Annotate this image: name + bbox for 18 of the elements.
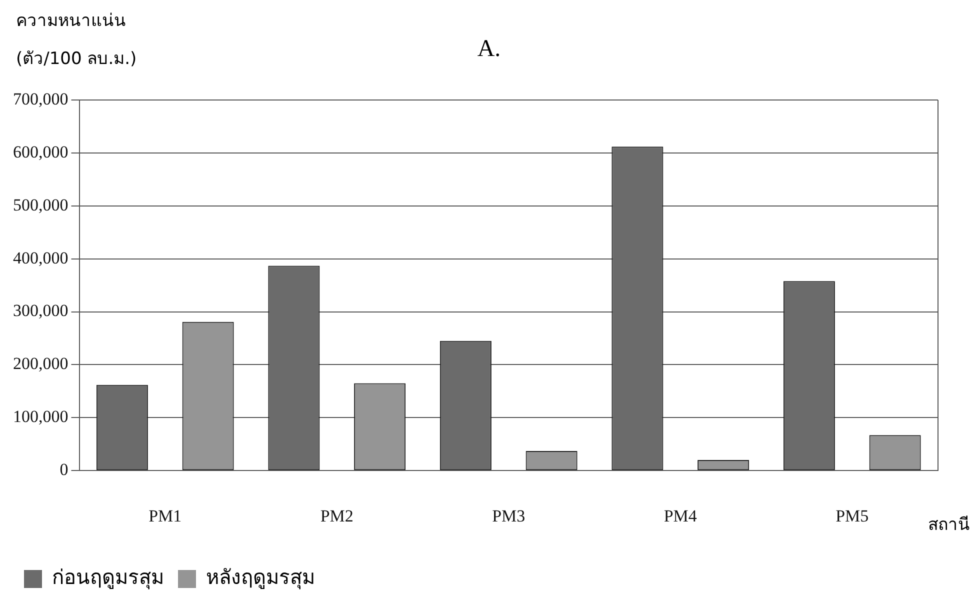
x-tick-label: PM4 <box>664 506 698 526</box>
y-tick-label: 400,000 <box>13 248 68 268</box>
y-tick-label: 0 <box>60 460 68 480</box>
x-tick-label: PM2 <box>320 506 354 526</box>
y-tick-label: 700,000 <box>13 89 68 108</box>
y-tick-label: 100,000 <box>13 407 68 426</box>
y-tick-label: 300,000 <box>13 301 68 320</box>
y-tick-label: 600,000 <box>13 142 68 162</box>
y-axis-title: ความหนาแน่น (ตัว/100 ลบ.ม.) <box>16 10 137 71</box>
x-tick-label: PM3 <box>492 506 526 526</box>
legend-label: ก่อนฤดูมรสุม <box>52 565 164 590</box>
x-axis-title: สถานี <box>928 514 970 537</box>
chart-title: A. <box>477 36 501 62</box>
y-tick-label: 500,000 <box>13 195 68 214</box>
y-tick-label: 200,000 <box>13 354 68 374</box>
x-tick-label: PM1 <box>148 506 182 526</box>
x-tick-label: PM5 <box>836 506 869 526</box>
legend-label: หลังฤดูมรสุม <box>206 565 315 590</box>
